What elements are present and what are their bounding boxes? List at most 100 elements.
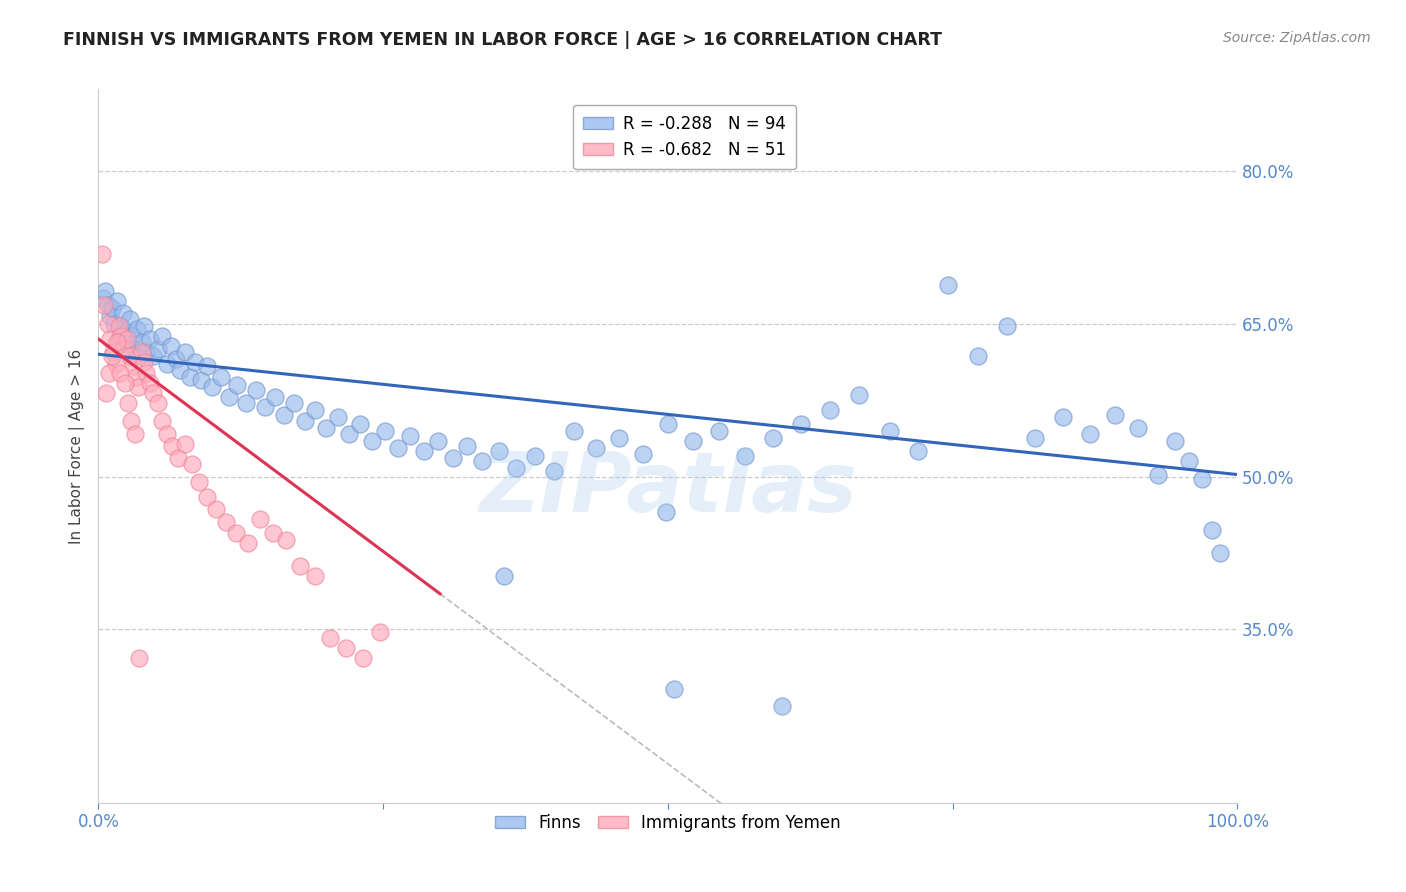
Point	[654, 505, 676, 519]
Point	[120, 413, 142, 427]
Point	[218, 390, 240, 404]
Point	[180, 458, 202, 472]
Point	[150, 413, 173, 427]
Point	[368, 624, 391, 639]
Point	[734, 449, 756, 463]
Y-axis label: In Labor Force | Age > 16: In Labor Force | Age > 16	[69, 349, 84, 543]
Point	[115, 332, 138, 346]
Point	[98, 332, 121, 346]
Point	[91, 291, 114, 305]
Point	[245, 383, 267, 397]
Point	[790, 417, 813, 431]
Point	[249, 512, 271, 526]
Point	[349, 417, 371, 431]
Point	[103, 317, 125, 331]
Point	[204, 502, 226, 516]
Point	[105, 294, 128, 309]
Point	[387, 441, 409, 455]
Point	[201, 380, 224, 394]
Point	[1209, 546, 1232, 560]
Point	[96, 317, 118, 331]
Text: ZIPatlas: ZIPatlas	[479, 449, 856, 529]
Point	[120, 349, 142, 363]
Point	[936, 277, 959, 292]
Point	[682, 434, 704, 448]
Point	[304, 403, 326, 417]
Point	[235, 396, 257, 410]
Point	[585, 441, 607, 455]
Point	[879, 424, 901, 438]
Point	[564, 424, 586, 438]
Point	[456, 439, 478, 453]
Point	[127, 380, 149, 394]
Point	[135, 345, 157, 359]
Point	[1163, 434, 1185, 448]
Point	[707, 424, 730, 438]
Point	[174, 437, 197, 451]
Point	[138, 376, 160, 390]
Point	[135, 366, 157, 380]
Point	[110, 318, 132, 333]
Point	[762, 431, 785, 445]
Point	[236, 536, 259, 550]
Point	[121, 329, 143, 343]
Point	[304, 569, 326, 583]
Point	[1128, 420, 1150, 434]
Point	[352, 651, 374, 665]
Point	[156, 426, 179, 441]
Point	[1146, 467, 1168, 482]
Point	[121, 359, 143, 374]
Point	[907, 444, 929, 458]
Point	[124, 426, 146, 441]
Point	[160, 339, 183, 353]
Point	[441, 451, 464, 466]
Point	[187, 475, 209, 489]
Point	[399, 429, 422, 443]
Point	[128, 651, 150, 665]
Point	[1191, 472, 1213, 486]
Point	[169, 362, 191, 376]
Point	[253, 401, 276, 415]
Point	[1104, 409, 1126, 423]
Point	[124, 342, 146, 356]
Point	[101, 301, 124, 316]
Legend: Finns, Immigrants from Yemen: Finns, Immigrants from Yemen	[488, 807, 848, 838]
Point	[288, 559, 311, 574]
Point	[488, 444, 510, 458]
Point	[315, 420, 337, 434]
Point	[966, 349, 988, 363]
Point	[94, 284, 117, 298]
Point	[1052, 410, 1074, 425]
Point	[770, 698, 793, 713]
Point	[179, 369, 201, 384]
Point	[264, 390, 287, 404]
Point	[226, 377, 249, 392]
Point	[195, 359, 218, 374]
Point	[174, 345, 197, 359]
Point	[294, 413, 316, 427]
Point	[818, 403, 841, 417]
Point	[131, 334, 153, 349]
Point	[132, 355, 155, 369]
Point	[523, 449, 546, 463]
Point	[138, 332, 160, 346]
Point	[326, 410, 349, 425]
Point	[114, 325, 136, 339]
Point	[335, 640, 357, 655]
Point	[631, 447, 654, 461]
Point	[131, 345, 153, 359]
Point	[156, 358, 179, 372]
Point	[114, 376, 136, 390]
Point	[283, 396, 305, 410]
Point	[162, 439, 184, 453]
Point	[190, 373, 212, 387]
Point	[184, 355, 207, 369]
Point	[318, 631, 340, 645]
Point	[101, 349, 124, 363]
Point	[104, 358, 127, 372]
Point	[543, 465, 565, 479]
Point	[471, 454, 494, 468]
Point	[360, 434, 382, 448]
Point	[97, 366, 120, 380]
Point	[195, 490, 218, 504]
